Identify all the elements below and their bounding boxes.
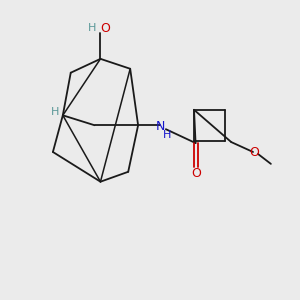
Text: H: H [51,107,59,117]
Text: H: H [88,23,97,33]
Text: O: O [192,167,202,180]
Text: O: O [100,22,110,34]
Text: O: O [249,146,259,160]
Text: H: H [163,130,171,140]
Text: N: N [156,120,166,133]
